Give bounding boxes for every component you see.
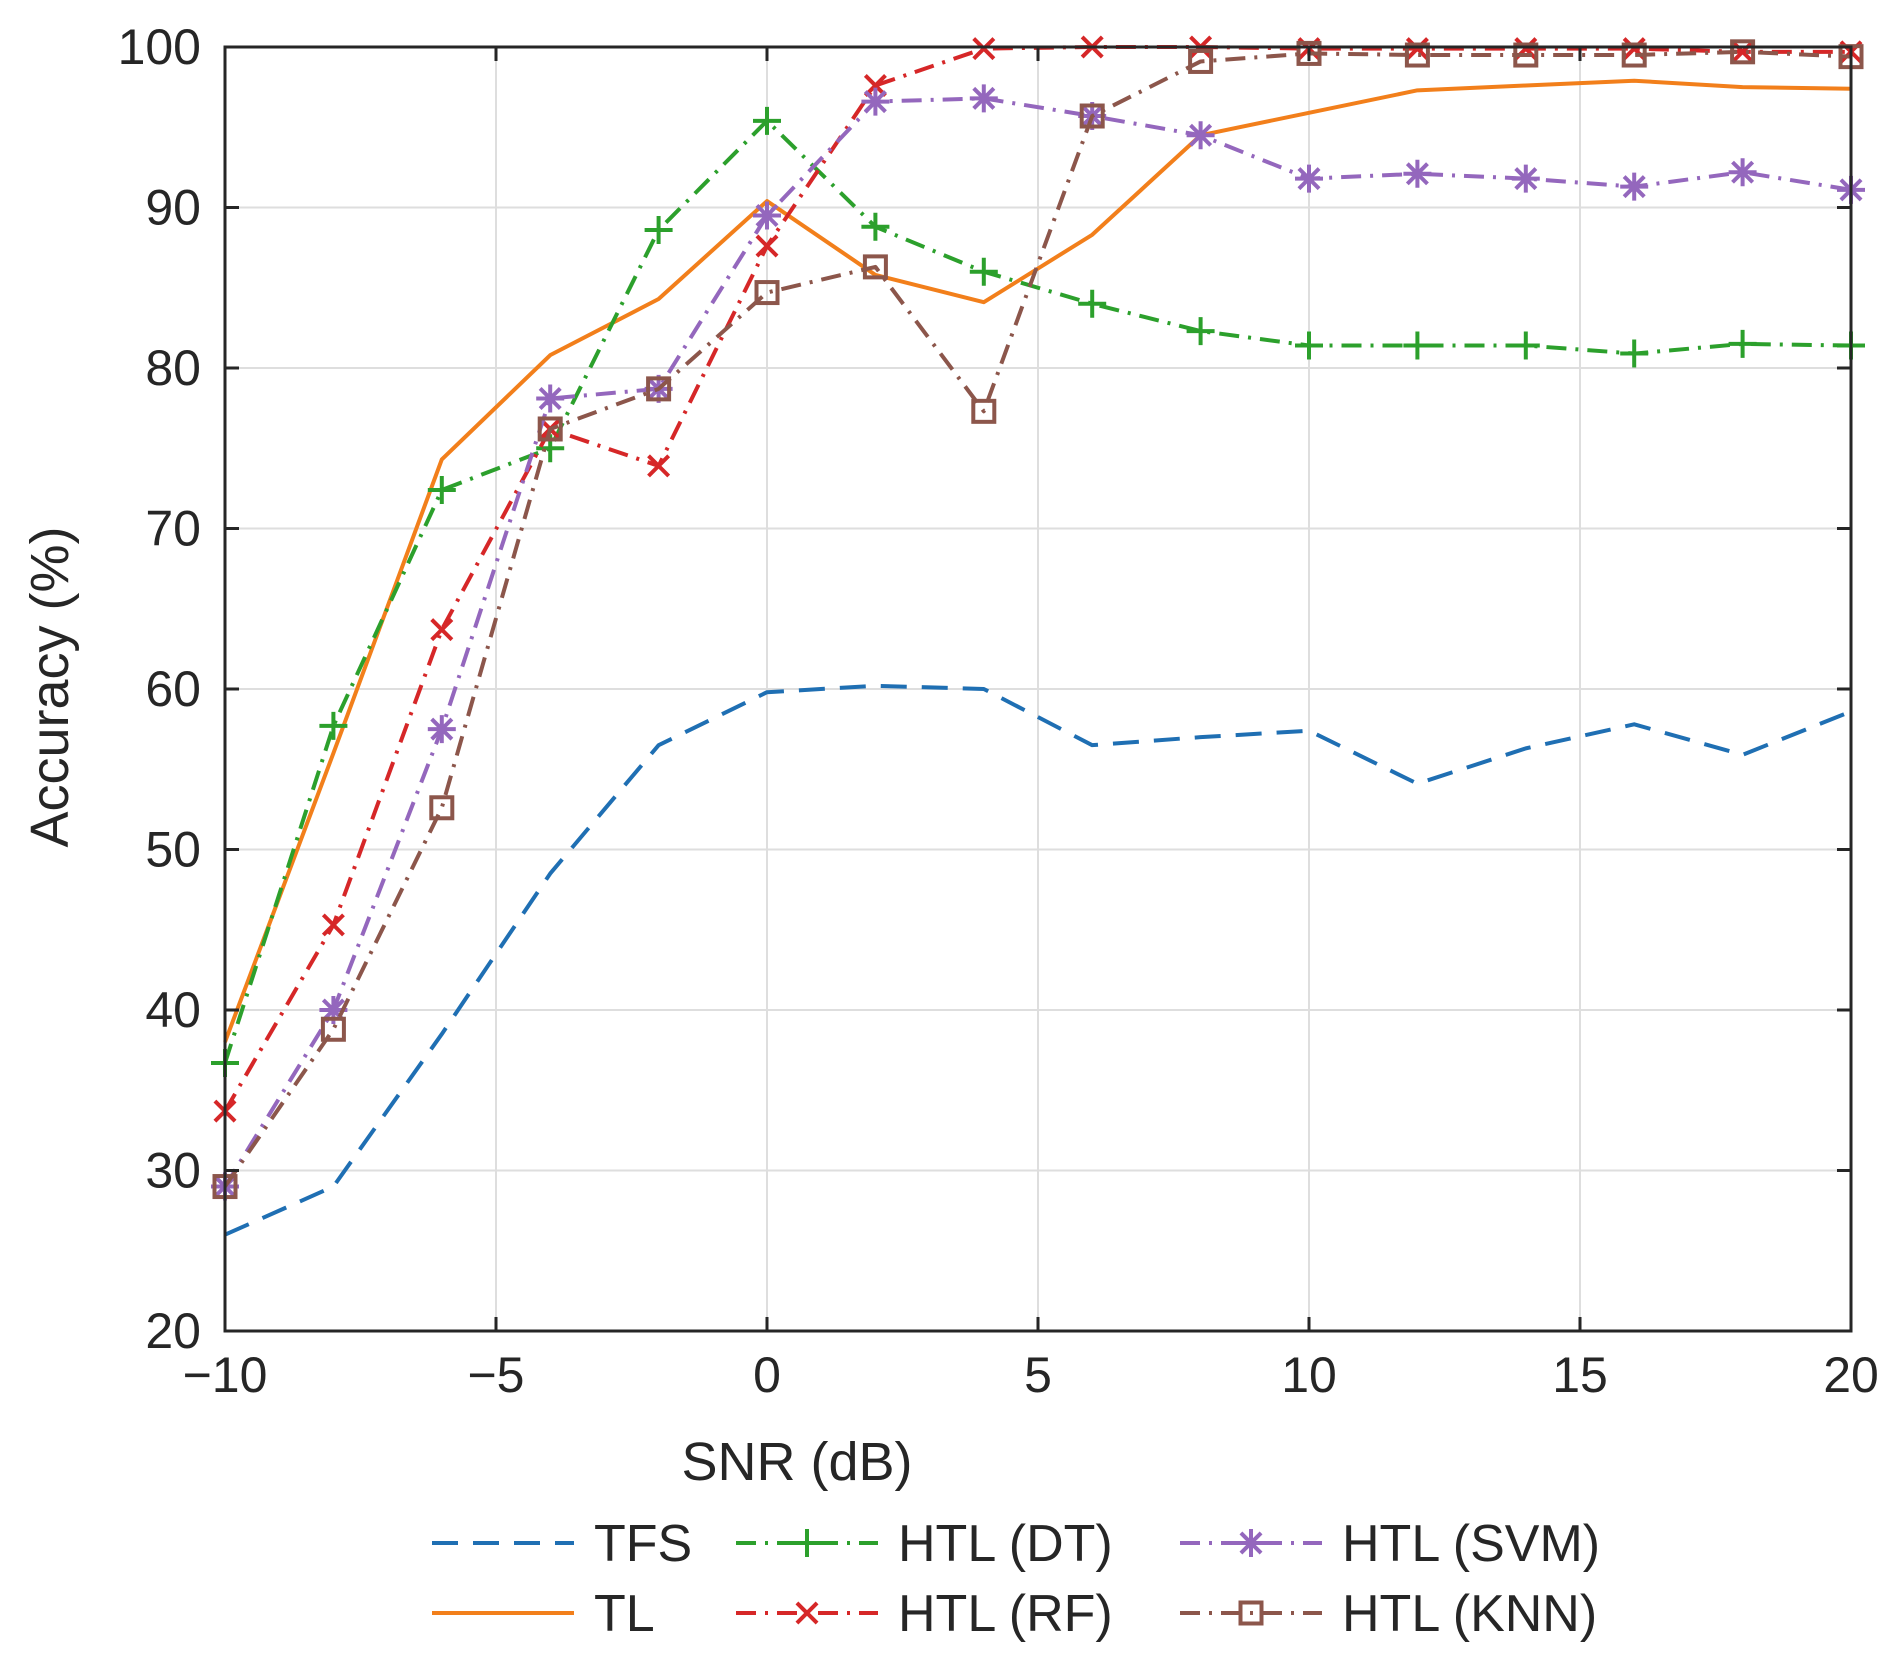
data-point-htl-dt <box>969 257 998 286</box>
data-point-htl-knn <box>1188 48 1214 74</box>
x-tick-label: 15 <box>1552 1347 1608 1403</box>
legend-marker-htl-svm <box>1237 1529 1265 1557</box>
legend-item-htl-knn: HTL (KNN) <box>1180 1585 1597 1643</box>
legend-label-htl-dt: HTL (DT) <box>898 1515 1113 1573</box>
y-tick-label: 100 <box>118 19 201 75</box>
data-point-htl-knn <box>1621 42 1647 68</box>
data-point-htl-rf <box>972 37 996 61</box>
data-point-htl-svm <box>1511 164 1540 193</box>
data-point-htl-dt <box>1620 339 1649 368</box>
data-point-htl-dt <box>753 106 781 135</box>
data-point-htl-dt <box>1186 317 1215 346</box>
data-point-htl-knn <box>971 398 997 424</box>
x-tick-label: 10 <box>1281 1347 1337 1403</box>
series-line-htl-svm <box>223 96 1852 1188</box>
series-line-htl-dt <box>223 118 1852 1064</box>
data-point-htl-rf <box>755 234 779 258</box>
data-point-htl-svm <box>861 87 890 116</box>
data-point-htl-svm <box>427 715 456 744</box>
data-point-htl-svm <box>1620 172 1649 201</box>
data-point-htl-knn <box>1296 40 1322 66</box>
x-tick-label: 5 <box>1024 1347 1052 1403</box>
data-point-htl-knn <box>862 254 888 280</box>
legend-marker-htl-dt <box>793 1529 821 1557</box>
legend-label-htl-rf: HTL (RF) <box>898 1585 1113 1643</box>
data-point-htl-dt <box>1728 329 1757 358</box>
data-point-htl-knn <box>1513 42 1539 68</box>
data-point-htl-knn <box>754 280 780 306</box>
data-point-htl-svm <box>536 384 565 413</box>
data-point-htl-knn <box>320 1016 346 1042</box>
y-tick-label: 20 <box>145 1303 201 1359</box>
data-point-htl-rf <box>430 618 454 642</box>
y-axis-ticks: 20 30 40 50 60 70 80 90 100 <box>118 19 1851 1359</box>
legend-label-htl-svm: HTL (SVM) <box>1342 1515 1600 1573</box>
data-point-htl-knn <box>1730 39 1756 65</box>
data-point-htl-dt <box>427 475 456 504</box>
y-axis-label: Accuracy (%) <box>20 526 80 847</box>
data-point-htl-knn <box>429 795 455 821</box>
series-tfs <box>224 683 1852 1237</box>
grid <box>225 47 1851 1331</box>
legend-label-tfs: TFS <box>594 1515 692 1573</box>
y-tick-label: 70 <box>145 501 201 557</box>
data-point-htl-svm <box>319 996 348 1024</box>
data-point-htl-knn <box>1079 103 1105 129</box>
data-point-htl-rf <box>321 913 345 937</box>
legend-marker-htl-knn <box>1238 1600 1264 1626</box>
legend-marker-htl-rf <box>795 1601 819 1625</box>
legend-label-tl: TL <box>594 1585 655 1643</box>
data-point-htl-svm <box>1295 164 1323 193</box>
x-tick-label: −5 <box>467 1347 524 1403</box>
x-tick-label: 20 <box>1823 1347 1879 1403</box>
series-htl-knn <box>212 39 1864 1200</box>
data-point-htl-dt <box>1078 289 1107 318</box>
data-point-htl-svm <box>753 201 781 230</box>
x-tick-label: 0 <box>753 1347 781 1403</box>
y-tick-label: 60 <box>145 661 201 717</box>
legend-item-htl-svm: HTL (SVM) <box>1180 1515 1600 1573</box>
legend: TFS TL HTL (DT) HTL (RF) HTL (SVM) HTL (KNN) <box>432 1515 1600 1643</box>
data-point-htl-rf <box>1405 37 1429 61</box>
x-axis-label: SNR (dB) <box>681 1432 912 1492</box>
legend-label-htl-knn: HTL (KNN) <box>1342 1585 1597 1643</box>
data-point-htl-rf <box>647 454 671 478</box>
x-axis-ticks: −10 −5 0 5 10 15 20 <box>183 47 1879 1403</box>
legend-item-tfs: TFS <box>432 1515 692 1573</box>
y-tick-label: 90 <box>145 180 201 236</box>
data-point-htl-knn <box>646 376 672 402</box>
data-point-htl-dt <box>1403 331 1432 360</box>
data-point-htl-svm <box>1728 158 1757 187</box>
series-line-htl-knn <box>223 49 1852 1188</box>
legend-item-htl-dt: HTL (DT) <box>736 1515 1113 1573</box>
series-htl-dt <box>211 106 1865 1077</box>
data-point-htl-dt <box>319 711 348 740</box>
series-line-tfs <box>224 683 1852 1237</box>
data-point-htl-dt <box>1295 331 1323 360</box>
y-tick-label: 30 <box>145 1143 201 1199</box>
data-point-htl-svm <box>1186 121 1215 150</box>
legend-item-htl-rf: HTL (RF) <box>736 1585 1113 1643</box>
data-point-htl-svm <box>969 84 998 113</box>
y-tick-label: 50 <box>145 822 201 878</box>
legend-item-tl: TL <box>432 1585 655 1643</box>
x-tick-label: −10 <box>183 1347 268 1403</box>
data-point-htl-dt <box>644 215 673 244</box>
data-point-htl-dt <box>861 212 890 241</box>
y-tick-label: 40 <box>145 982 201 1038</box>
data-point-htl-knn <box>537 416 563 442</box>
data-point-htl-dt <box>1511 331 1540 360</box>
data-point-htl-knn <box>1404 42 1430 68</box>
y-tick-label: 80 <box>145 340 201 396</box>
data-point-htl-svm <box>1403 159 1432 188</box>
data-point-htl-rf <box>1731 40 1755 64</box>
